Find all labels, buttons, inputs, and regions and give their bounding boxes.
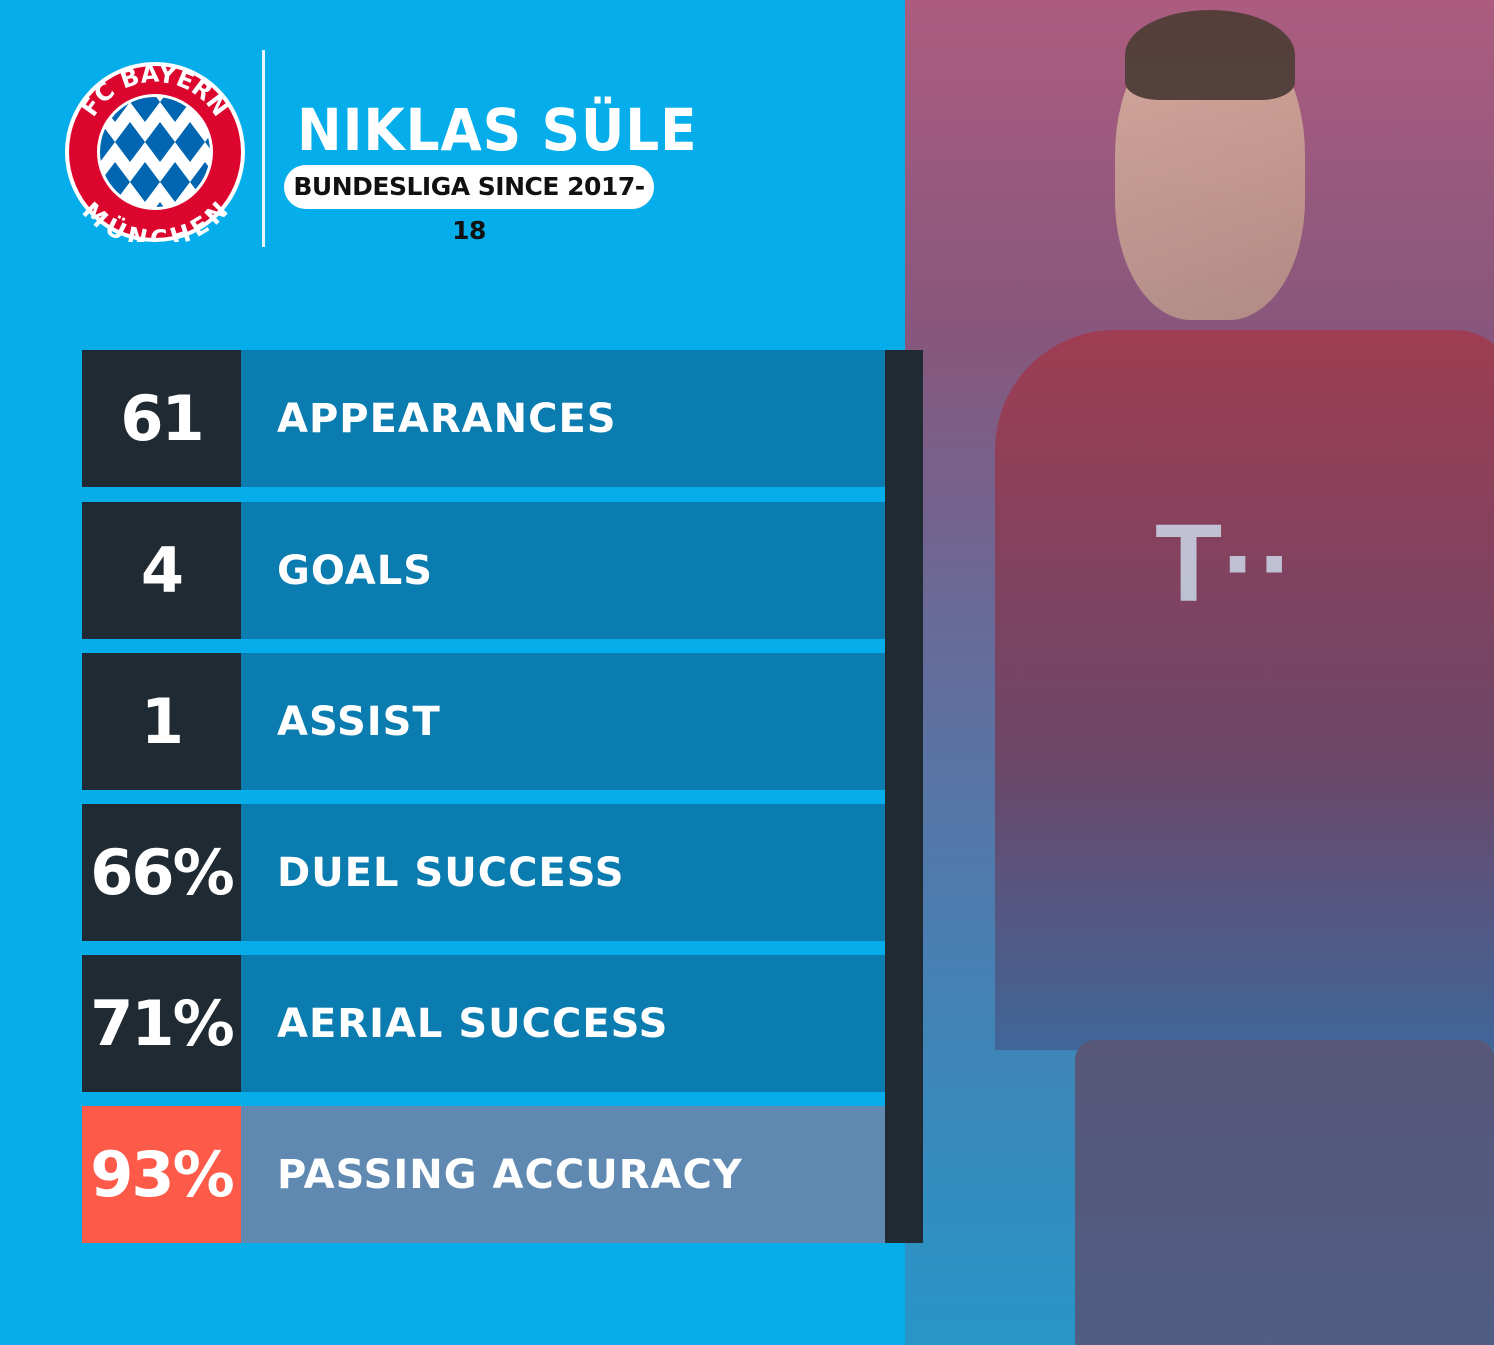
stat-label: ASSIST (241, 653, 885, 790)
stat-label: APPEARANCES (241, 350, 885, 487)
stat-value: 1 (82, 653, 241, 790)
competition-badge: BUNDESLIGA SINCE 2017-18 (284, 165, 654, 245)
stat-row: 71% AERIAL SUCCESS (82, 955, 885, 1092)
fc-bayern-logo: FC BAYERN MÜNCHEN (65, 62, 245, 242)
player-name: NIKLAS SÜLE (297, 96, 698, 164)
stats-side-bar (885, 350, 923, 1243)
stat-value: 4 (82, 502, 241, 639)
stat-row: 66% DUEL SUCCESS (82, 804, 885, 941)
stat-value: 71% (82, 955, 241, 1092)
stat-row: 1 ASSIST (82, 653, 885, 790)
stat-row: 93% PASSING ACCURACY (82, 1106, 885, 1243)
stat-value: 66% (82, 804, 241, 941)
stat-value: 93% (82, 1106, 241, 1243)
stat-value: 61 (82, 350, 241, 487)
player-photo: T·· (905, 0, 1494, 1345)
stat-label: PASSING ACCURACY (241, 1106, 885, 1243)
stat-row: 61 APPEARANCES (82, 350, 885, 487)
stat-row: 4 GOALS (82, 502, 885, 639)
stat-label: DUEL SUCCESS (241, 804, 885, 941)
stat-label: GOALS (241, 502, 885, 639)
header-divider (262, 50, 265, 247)
stat-label: AERIAL SUCCESS (241, 955, 885, 1092)
